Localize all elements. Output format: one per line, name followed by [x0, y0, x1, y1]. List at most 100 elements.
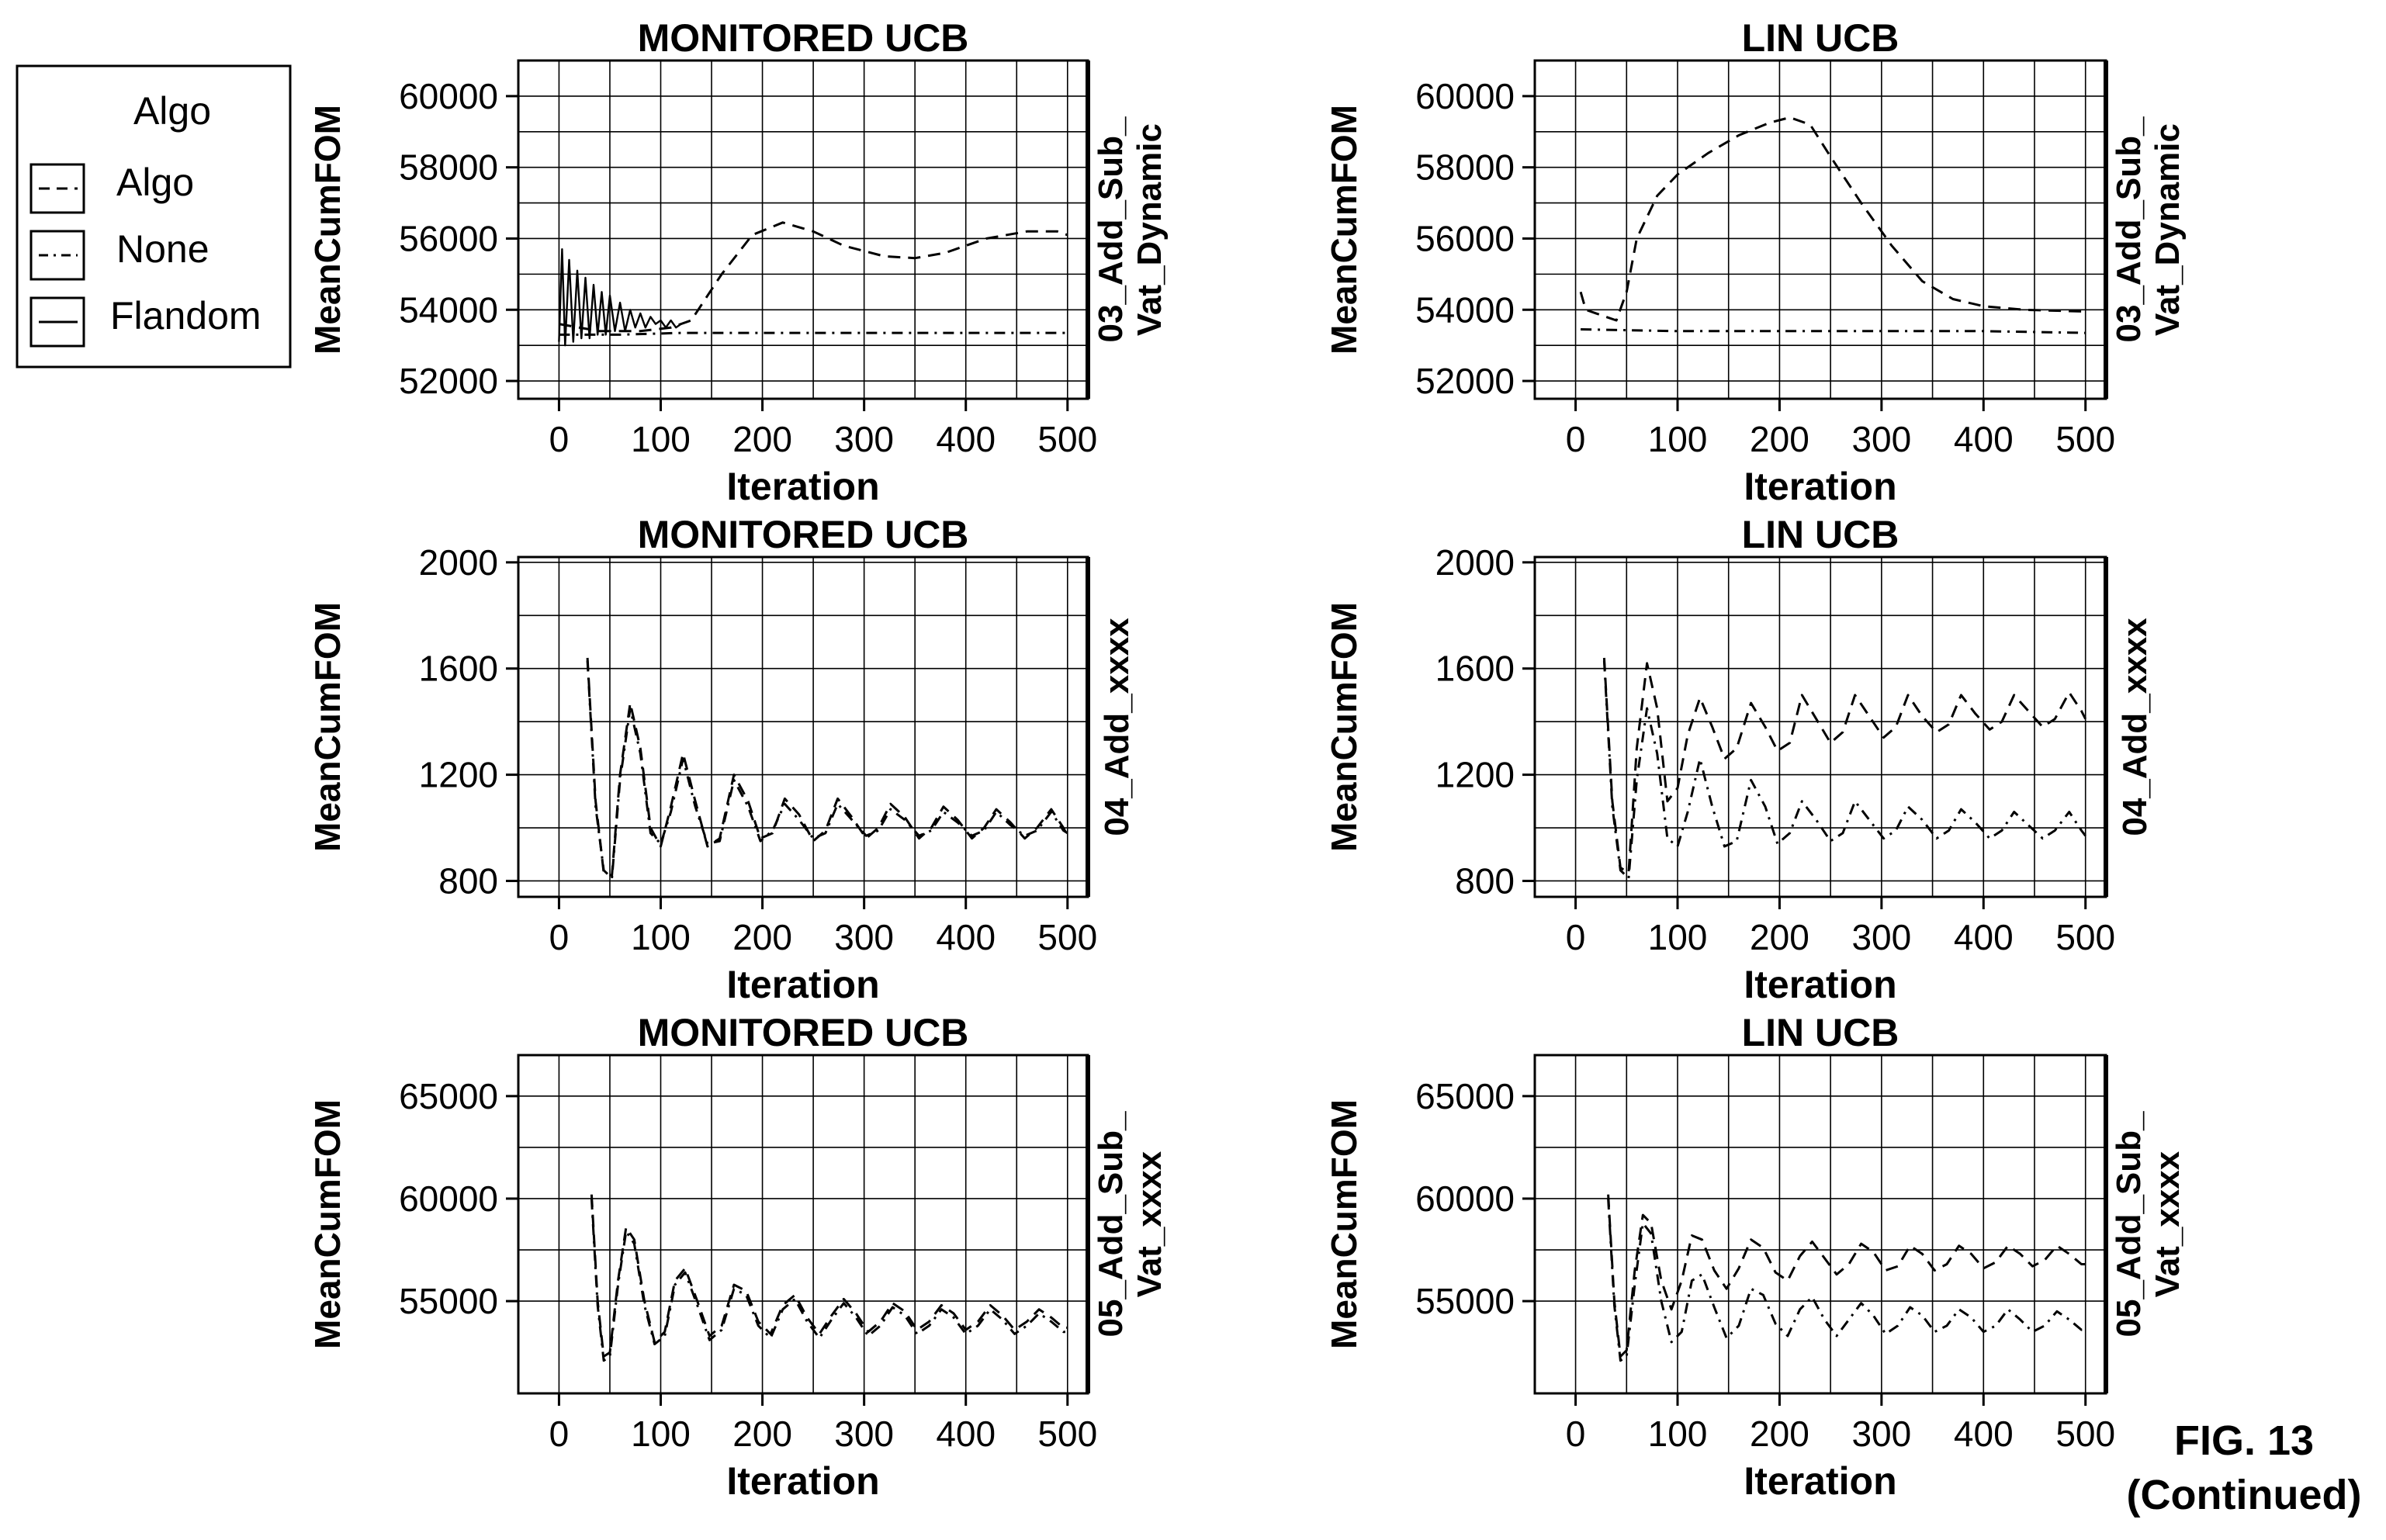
chart-panel: 0 100 200 300 400 500 800 1200 1600 2000 MONITORED… — [307, 513, 1136, 1006]
x-tick-label: 400 — [936, 419, 996, 459]
y-tick-label: 60000 — [1415, 76, 1515, 116]
chart-title: MONITORED UCB — [638, 1011, 969, 1054]
side-label: 03_Add_Sub_ — [2110, 116, 2148, 343]
series-line-algo — [559, 221, 1068, 333]
series-line-algo — [1602, 657, 2087, 874]
plot-frame — [1533, 59, 2107, 400]
series-line-none — [1607, 1198, 2086, 1362]
y-axis-label: MeanCumFOM — [1324, 602, 1364, 852]
series-line-algo — [1607, 1194, 2086, 1358]
x-tick-label: 400 — [936, 1414, 996, 1454]
legend-swatch-box — [29, 230, 85, 281]
x-tick-label: 300 — [834, 419, 894, 459]
y-tick-label: 54000 — [399, 289, 498, 330]
x-tick-label: 200 — [1750, 917, 1809, 957]
figure-caption-line2: (Continued) — [2127, 1472, 2362, 1518]
series-line-none — [1602, 660, 2086, 880]
x-tick-label: 500 — [1037, 917, 1097, 957]
y-axis-label: MeanCumFOM — [1324, 1099, 1364, 1349]
x-tick-label: 400 — [1954, 419, 2014, 459]
legend-label: Flandom — [110, 294, 261, 337]
x-axis-label: Iteration — [1744, 465, 1896, 508]
x-tick-label: 200 — [732, 917, 792, 957]
x-tick-label: 0 — [1566, 917, 1586, 957]
y-tick-label: 1200 — [1435, 755, 1515, 795]
x-tick-label: 500 — [1037, 1414, 1097, 1454]
y-axis-label: MeanCumFOM — [307, 602, 348, 852]
figure-caption: FIG. 13 (Continued) — [2127, 1417, 2362, 1518]
x-tick-label: 300 — [1851, 419, 1911, 459]
x-tick-label: 300 — [834, 1414, 894, 1454]
x-tick-label: 200 — [1750, 1414, 1809, 1454]
x-tick-label: 100 — [1648, 419, 1708, 459]
y-tick-label: 52000 — [399, 361, 498, 401]
x-tick-label: 0 — [1566, 419, 1586, 459]
x-tick-label: 0 — [549, 917, 570, 957]
plot-frame — [1533, 1054, 2107, 1395]
chart-title: LIN UCB — [1742, 1011, 1899, 1054]
chart-title: LIN UCB — [1742, 513, 1899, 556]
x-tick-label: 100 — [1648, 1414, 1708, 1454]
x-tick-label: 400 — [936, 917, 996, 957]
x-tick-label: 500 — [2055, 917, 2115, 957]
side-label: Vat_xxxx — [2149, 1151, 2187, 1297]
x-tick-label: 300 — [1851, 917, 1911, 957]
y-tick-label: 800 — [438, 860, 498, 901]
chart-panel: 0 100 200 300 400 500 52000 54000 56000 58000 6000… — [1324, 16, 2187, 508]
side-label: Vat_Dynamic — [1131, 123, 1169, 336]
side-label: Vat_Dynamic — [2149, 123, 2187, 336]
y-tick-label: 65000 — [1415, 1076, 1515, 1116]
x-tick-label: 100 — [631, 419, 691, 459]
x-tick-label: 200 — [732, 419, 792, 459]
y-tick-label: 52000 — [1415, 361, 1515, 401]
x-tick-label: 300 — [1851, 1414, 1911, 1454]
x-tick-label: 300 — [834, 917, 894, 957]
x-tick-label: 100 — [1648, 917, 1708, 957]
x-axis-label: Iteration — [1744, 963, 1896, 1006]
side-label: 03_Add_Sub_ — [1092, 116, 1130, 343]
y-tick-label: 58000 — [399, 147, 498, 188]
plot-frame — [1533, 555, 2107, 898]
series-line-algo — [1579, 116, 2086, 322]
side-label: 05_Add_Sub_ — [2110, 1111, 2148, 1338]
chart-panel: 0 100 200 300 400 500 52000 54000 56000 58000 6000… — [307, 16, 1169, 508]
legend-box: Algo Algo None Flandom — [16, 64, 292, 369]
x-tick-label: 100 — [631, 917, 691, 957]
side-label: Vat_xxxx — [1131, 1151, 1169, 1297]
x-axis-label: Iteration — [726, 963, 879, 1006]
chart-panel: 0 100 200 300 400 500 55000 60000 65000 MONITORED… — [307, 1011, 1169, 1503]
y-tick-label: 2000 — [1435, 542, 1515, 583]
y-tick-label: 1600 — [1435, 649, 1515, 689]
y-axis-label: MeanCumFOM — [307, 1099, 348, 1349]
y-axis-label: MeanCumFOM — [1324, 105, 1364, 355]
y-tick-label: 1200 — [419, 755, 498, 795]
y-tick-label: 60000 — [1415, 1178, 1515, 1219]
series-line-none — [559, 331, 1068, 336]
x-tick-label: 400 — [1954, 917, 2014, 957]
series-line-algo — [590, 1194, 1068, 1358]
x-tick-label: 100 — [631, 1414, 691, 1454]
chart-title: MONITORED UCB — [638, 16, 969, 60]
chart-panel: 0 100 200 300 400 500 55000 60000 65000 LIN UCB It… — [1324, 1011, 2187, 1503]
y-tick-label: 65000 — [399, 1076, 498, 1116]
legend-label: None — [116, 227, 210, 271]
y-tick-label: 56000 — [1415, 218, 1515, 258]
side-label: 04_Add_xxxx — [2116, 618, 2154, 836]
side-label: 05_Add_Sub_ — [1092, 1111, 1130, 1338]
legend-swatch-box — [29, 163, 85, 214]
legend-label: Algo — [116, 161, 194, 204]
series-line-flandom — [558, 248, 682, 347]
y-tick-label: 1600 — [419, 649, 498, 689]
side-label: 04_Add_xxxx — [1098, 618, 1136, 836]
x-axis-label: Iteration — [726, 465, 879, 508]
x-tick-label: 0 — [549, 419, 570, 459]
x-axis-label: Iteration — [726, 1459, 879, 1503]
plot-frame — [517, 1054, 1089, 1395]
x-tick-label: 200 — [1750, 419, 1809, 459]
y-tick-label: 56000 — [399, 218, 498, 258]
y-tick-label: 2000 — [419, 542, 498, 583]
x-tick-label: 500 — [1037, 419, 1097, 459]
y-tick-label: 800 — [1455, 860, 1515, 901]
series-line-algo — [586, 657, 1069, 877]
